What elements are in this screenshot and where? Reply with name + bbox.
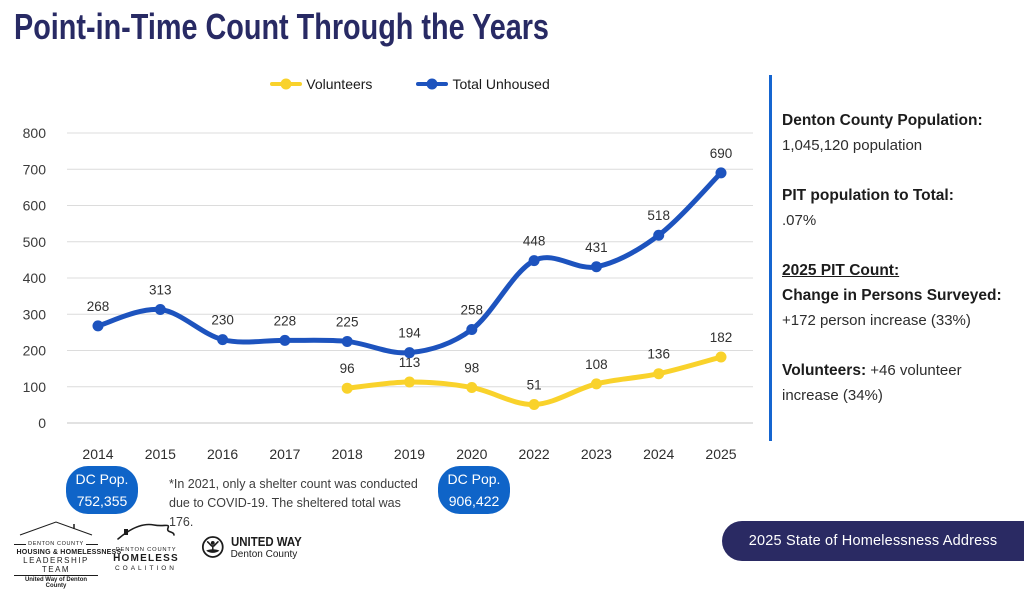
svg-text:518: 518 bbox=[647, 208, 670, 223]
svg-text:2019: 2019 bbox=[394, 446, 425, 462]
svg-text:230: 230 bbox=[211, 313, 234, 328]
svg-text:100: 100 bbox=[23, 379, 47, 395]
logo-line: HOMELESS bbox=[113, 553, 179, 564]
svg-text:108: 108 bbox=[585, 357, 608, 372]
footnote-line1: *In 2021, only a shelter count was condu… bbox=[169, 477, 418, 491]
svg-text:800: 800 bbox=[23, 125, 47, 141]
svg-text:200: 200 bbox=[23, 343, 47, 359]
legend-item-volunteers: Volunteers bbox=[270, 76, 372, 92]
united-way-icon bbox=[201, 536, 224, 558]
logo-line: HOUSING & HOMELESSNESS bbox=[16, 547, 122, 556]
svg-text:258: 258 bbox=[461, 302, 484, 317]
stat-volunteers-change: Volunteers: +46 volunteer increase (34%) bbox=[782, 358, 1010, 408]
stat-value: +172 person increase (33%) bbox=[782, 312, 971, 329]
svg-text:431: 431 bbox=[585, 240, 608, 255]
page-title: Point-in-Time Count Through the Years bbox=[14, 6, 549, 47]
logo-line: COALITION bbox=[114, 565, 178, 572]
svg-text:500: 500 bbox=[23, 234, 47, 250]
legend-label-total-unhoused: Total Unhoused bbox=[452, 76, 550, 92]
svg-text:268: 268 bbox=[87, 299, 110, 314]
total-unhoused-marker-icon bbox=[426, 78, 438, 90]
legend-label-volunteers: Volunteers bbox=[306, 76, 373, 92]
svg-text:113: 113 bbox=[399, 355, 421, 370]
volunteers-line-swatch-icon bbox=[270, 78, 303, 90]
dc-pop-badge-2020: DC Pop. 906,422 bbox=[438, 466, 510, 514]
svg-text:2022: 2022 bbox=[519, 446, 550, 462]
sketched-roof-icon bbox=[117, 523, 175, 540]
stat-value: .07% bbox=[782, 212, 817, 229]
svg-text:2016: 2016 bbox=[207, 446, 238, 462]
svg-text:700: 700 bbox=[23, 161, 47, 177]
badge-line1: DC Pop. bbox=[75, 471, 129, 487]
svg-text:0: 0 bbox=[38, 415, 46, 431]
stat-heading-underlined: 2025 PIT Count: bbox=[782, 262, 900, 279]
svg-text:51: 51 bbox=[527, 378, 542, 393]
svg-text:400: 400 bbox=[23, 270, 47, 286]
svg-text:313: 313 bbox=[149, 283, 172, 298]
svg-text:690: 690 bbox=[710, 146, 733, 161]
svg-text:448: 448 bbox=[523, 234, 546, 249]
svg-text:225: 225 bbox=[336, 314, 359, 329]
total-unhoused-line-swatch-icon bbox=[416, 78, 449, 90]
pit-line-chart: 0 100 200 300 400 500 600 700 800 2014 2015 2016 201… bbox=[23, 125, 753, 462]
sidebar-divider bbox=[769, 75, 772, 441]
svg-text:2015: 2015 bbox=[145, 446, 176, 462]
svg-text:2020: 2020 bbox=[456, 446, 487, 462]
stat-county-population: Denton County Population: 1,045,120 popu… bbox=[782, 108, 1010, 158]
svg-text:96: 96 bbox=[340, 361, 355, 376]
united-way-logo: UNITED WAY Denton County bbox=[201, 531, 311, 563]
logo-line: DENTON COUNTY bbox=[115, 547, 177, 553]
svg-text:228: 228 bbox=[274, 313, 297, 328]
covid-footnote: *In 2021, only a shelter count was condu… bbox=[169, 475, 419, 532]
svg-text:136: 136 bbox=[647, 347, 670, 362]
footnote-line2: due to COVID-19. The sheltered total was… bbox=[169, 496, 401, 529]
event-pill: 2025 State of Homelessness Address bbox=[722, 521, 1024, 561]
stat-2025-pit-count: 2025 PIT Count: Change in Persons Survey… bbox=[782, 258, 1010, 333]
logo-line: United Way of Denton County bbox=[24, 577, 88, 589]
svg-text:2017: 2017 bbox=[269, 446, 300, 462]
chart-legend: Volunteers Total Unhoused bbox=[67, 76, 753, 92]
leadership-team-logo: DENTON COUNTY HOUSING & HOMELESSNESS LEA… bbox=[14, 520, 122, 589]
logo-line: Denton County bbox=[230, 549, 298, 560]
stats-panel: Denton County Population: 1,045,120 popu… bbox=[782, 108, 1010, 433]
stat-label: Change in Persons Surveyed: bbox=[782, 287, 1002, 304]
dc-pop-badge-2014: DC Pop. 752,355 bbox=[66, 466, 138, 514]
stat-heading: PIT population to Total: bbox=[782, 187, 954, 204]
svg-text:194: 194 bbox=[398, 326, 421, 341]
svg-text:182: 182 bbox=[710, 330, 733, 345]
svg-text:300: 300 bbox=[23, 306, 47, 322]
stat-heading: Denton County Population: bbox=[782, 112, 983, 129]
legend-item-total-unhoused: Total Unhoused bbox=[416, 76, 550, 92]
volunteers-marker-icon bbox=[280, 78, 292, 90]
event-pill-label: 2025 State of Homelessness Address bbox=[748, 533, 998, 549]
house-roof-icon bbox=[19, 521, 93, 536]
badge-line2: 752,355 bbox=[76, 493, 128, 509]
badge-line2: 906,422 bbox=[448, 493, 500, 509]
svg-text:2014: 2014 bbox=[82, 446, 113, 462]
stat-value: +46 volunteer increase (34%) bbox=[782, 362, 962, 404]
svg-text:2025: 2025 bbox=[705, 446, 736, 462]
logo-line: UNITED WAY bbox=[230, 534, 302, 549]
badge-line1: DC Pop. bbox=[447, 471, 501, 487]
svg-text:98: 98 bbox=[464, 360, 479, 375]
logo-line: LEADERSHIP TEAM bbox=[14, 556, 98, 576]
homeless-coalition-logo: DENTON COUNTY HOMELESS COALITION bbox=[112, 521, 180, 572]
svg-text:2023: 2023 bbox=[581, 446, 612, 462]
svg-text:600: 600 bbox=[23, 198, 47, 214]
logo-line: DENTON COUNTY bbox=[14, 541, 98, 547]
svg-text:2018: 2018 bbox=[332, 446, 363, 462]
slide: Point-in-Time Count Through the Years Vo… bbox=[0, 0, 1024, 576]
stat-pit-ratio: PIT population to Total: .07% bbox=[782, 183, 1010, 233]
stat-label: Volunteers: bbox=[782, 362, 867, 379]
stat-value: 1,045,120 population bbox=[782, 137, 923, 154]
svg-text:2024: 2024 bbox=[643, 446, 674, 462]
